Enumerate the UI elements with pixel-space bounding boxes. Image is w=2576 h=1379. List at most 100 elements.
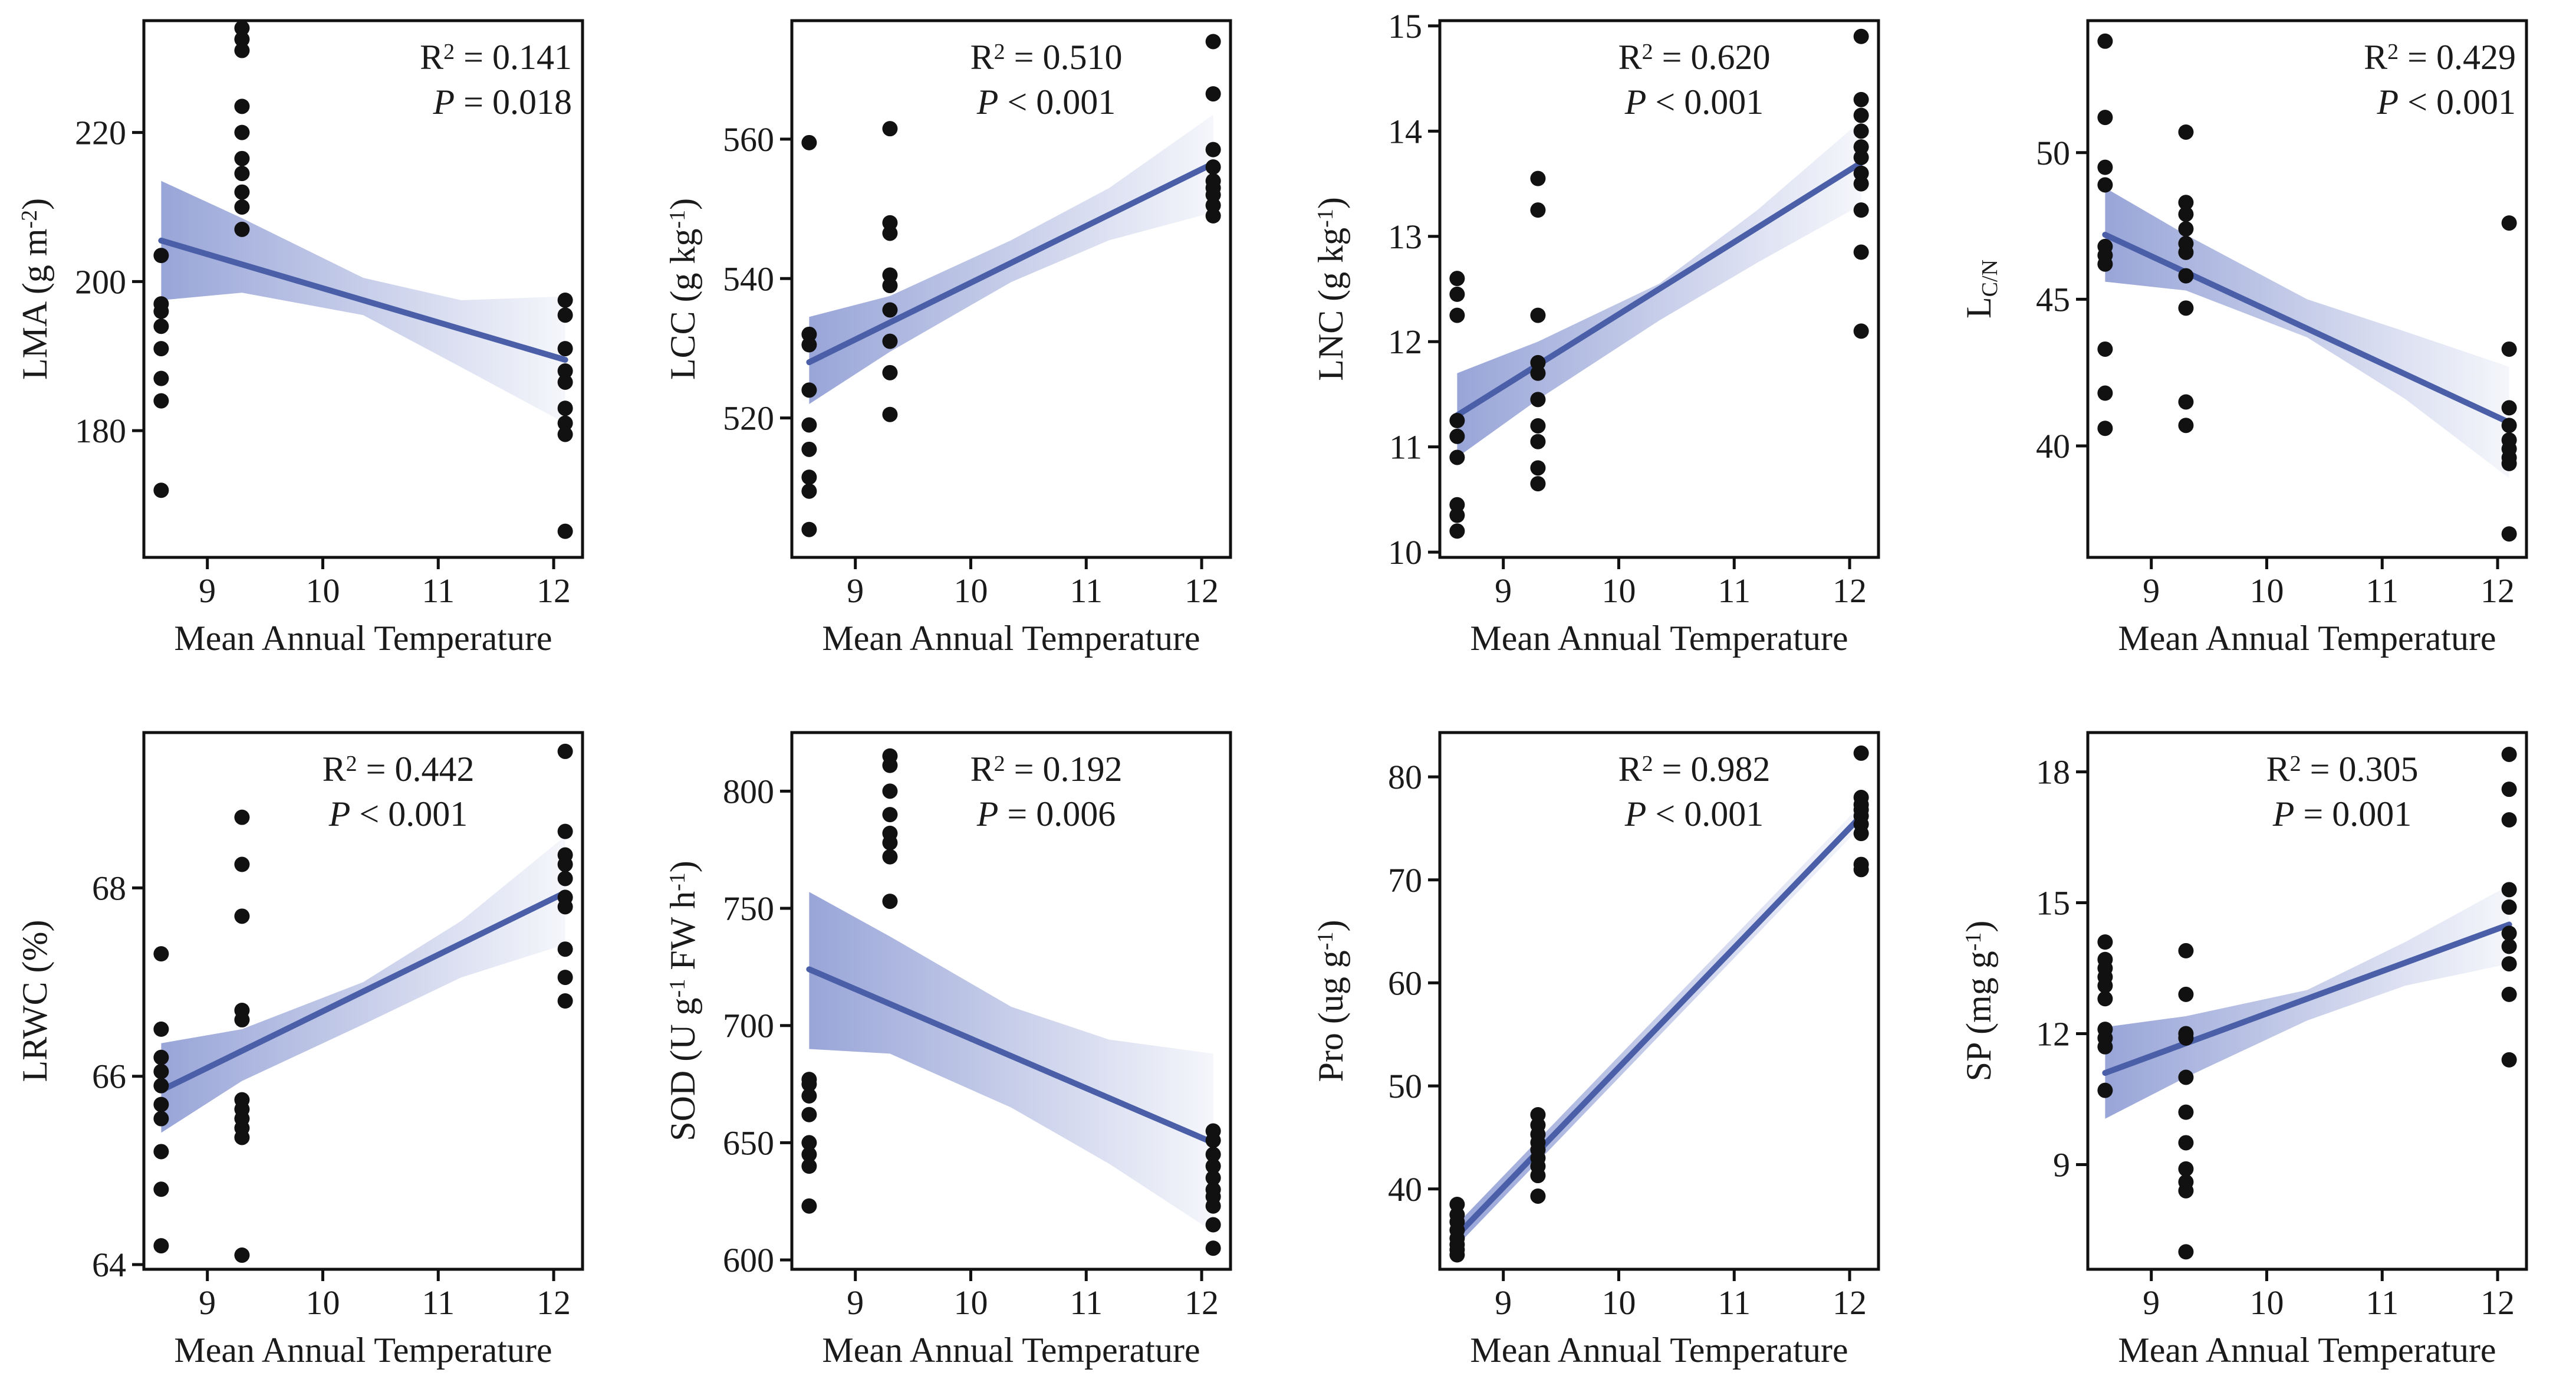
y-tick-label: 15 [1388,7,1422,45]
p-value: 0.001 [2436,83,2516,122]
data-point [234,221,250,237]
plot-frame [790,19,1232,559]
x-tick-label: 10 [1601,572,1636,610]
y-tick-label: 750 [723,889,774,928]
y-label-text: ) [663,198,702,210]
y-axis-label: LNC (g kg-1) [1311,197,1350,381]
data-point [1205,1147,1221,1163]
data-point [557,523,573,539]
data-point [153,482,169,498]
data-point [1530,460,1546,476]
r-letter: R [970,750,994,789]
data-point [557,941,573,957]
data-point [1853,323,1869,339]
y-axis-label: LCC (g kg-1) [663,198,702,380]
regression-line [806,966,1216,1146]
data-point [1449,413,1465,429]
data-point [2501,812,2517,828]
y-tick-label: 66 [92,1058,126,1096]
data-point [2501,526,2517,542]
y-tick-label: 800 [723,772,774,810]
x-tick-label: 12 [1833,1283,1867,1322]
data-point [153,1181,169,1197]
y-label-text: FW h [663,891,702,979]
x-tick-label: 11 [1070,572,1103,610]
data-point [2501,956,2517,972]
data-point [882,849,898,865]
r-value: = 0.141 [455,38,572,77]
data-point [1449,286,1465,302]
data-point [2178,394,2194,410]
x-axis-label: Mean Annual Temperature [822,1331,1200,1370]
x-tick-label: 9 [1495,1283,1512,1322]
r-letter: R [1618,38,1642,77]
data-point [801,1147,817,1163]
y-tick-label: 13 [1388,218,1422,256]
data-point [2178,1135,2194,1151]
p-operator: < [1646,83,1684,122]
data-point [2501,986,2517,1002]
data-point [557,363,573,379]
data-point [2178,206,2194,222]
r-letter: R [420,38,443,77]
data-point [801,337,817,353]
p-letter: P [976,83,999,122]
r-letter: R [2266,750,2290,789]
r-squared-label: R2 = 0.192 [970,750,1123,789]
x-axis-label: Mean Annual Temperature [2118,619,2496,658]
y-label-text: LRWC (%) [15,920,54,1082]
regression-line [1454,813,1864,1239]
data-point [801,441,817,457]
data-point [2097,177,2113,193]
data-point [2501,1052,2517,1068]
data-point [2097,421,2113,436]
data-point [2097,110,2113,126]
p-value: 0.001 [1036,83,1116,122]
r-value: = 0.429 [2399,38,2516,77]
x-tick-label: 11 [422,1283,455,1322]
data-point [153,946,169,962]
data-point [801,521,817,537]
x-tick-label: 11 [1718,572,1751,610]
plot-frame [1438,731,1880,1271]
plot-frame [142,19,584,559]
data-point [234,20,250,36]
regression-line [1454,159,1864,419]
data-point [1530,434,1546,449]
y-label-text: Pro (ug g [1311,950,1350,1082]
p-operator: < [2399,83,2436,122]
r-value: = 0.305 [2301,750,2419,789]
data-point [1205,1240,1221,1256]
y-label-text: LCC (g kg [663,228,702,380]
x-axis-label: Mean Annual Temperature [1470,1331,1848,1370]
data-point [801,1076,817,1092]
y-label-text: ) [1959,921,1998,933]
data-point [1853,176,1869,192]
p-letter: P [328,794,351,833]
data-point [1205,1132,1221,1148]
r-letter: R [2364,38,2387,77]
panel-sp: 9 10 11 12 9 12 15 18 Mean Annual Temperature SP … [1959,731,2528,1370]
y-tick-label: 10 [1388,533,1422,572]
data-point [2501,938,2517,954]
x-tick-label: 11 [1718,1283,1751,1322]
r-superscript: 2 [1642,40,1653,64]
data-point [234,1130,250,1145]
data-point [882,302,898,318]
p-value: 0.001 [388,794,468,833]
p-operator: < [998,83,1036,122]
data-point [2178,1161,2194,1177]
data-point [153,319,169,334]
data-point [2178,124,2194,140]
r-squared-label: R2 = 0.510 [970,38,1123,77]
x-tick-label: 11 [2366,1283,2399,1322]
x-tick-label: 12 [537,1283,571,1322]
data-point [557,341,573,357]
y-label-superscript: -1 [665,210,690,229]
regression-line [158,889,568,1094]
data-point [1449,428,1465,444]
data-point [2178,943,2194,958]
r-squared-label: R2 = 0.429 [2364,38,2516,77]
r-superscript: 2 [2290,751,2301,776]
